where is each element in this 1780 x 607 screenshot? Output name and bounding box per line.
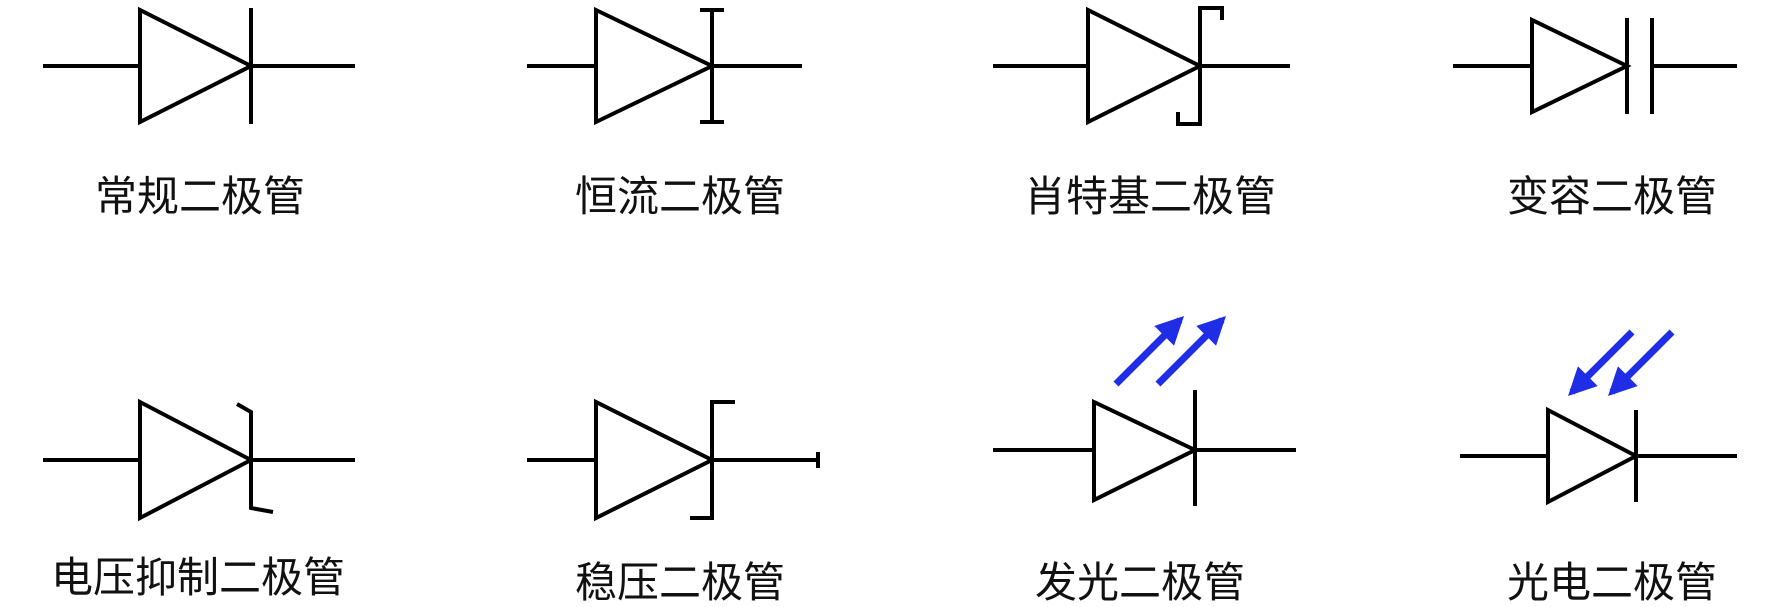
schottky-diode-icon (993, 6, 1290, 126)
zener-diode-icon (527, 398, 820, 522)
photodiode-icon (1460, 329, 1737, 506)
label-tvs-diode: 电压抑制二极管 (50, 553, 346, 602)
label-schottky-diode: 肖特基二极管 (1023, 172, 1277, 221)
regular-diode-icon (43, 6, 355, 126)
label-regular-diode: 常规二极管 (94, 172, 306, 221)
label-photodiode: 光电二极管 (1506, 558, 1718, 607)
label-zener-diode: 稳压二极管 (574, 558, 786, 607)
label-varactor-diode: 变容二极管 (1506, 172, 1718, 221)
tvs-diode-icon (43, 398, 355, 522)
varactor-diode-icon (1453, 16, 1737, 116)
label-constant-current-diode: 恒流二极管 (574, 172, 786, 221)
constant-current-diode-icon (527, 6, 802, 126)
led-icon (993, 316, 1296, 506)
label-led: 发光二极管 (1034, 558, 1246, 607)
